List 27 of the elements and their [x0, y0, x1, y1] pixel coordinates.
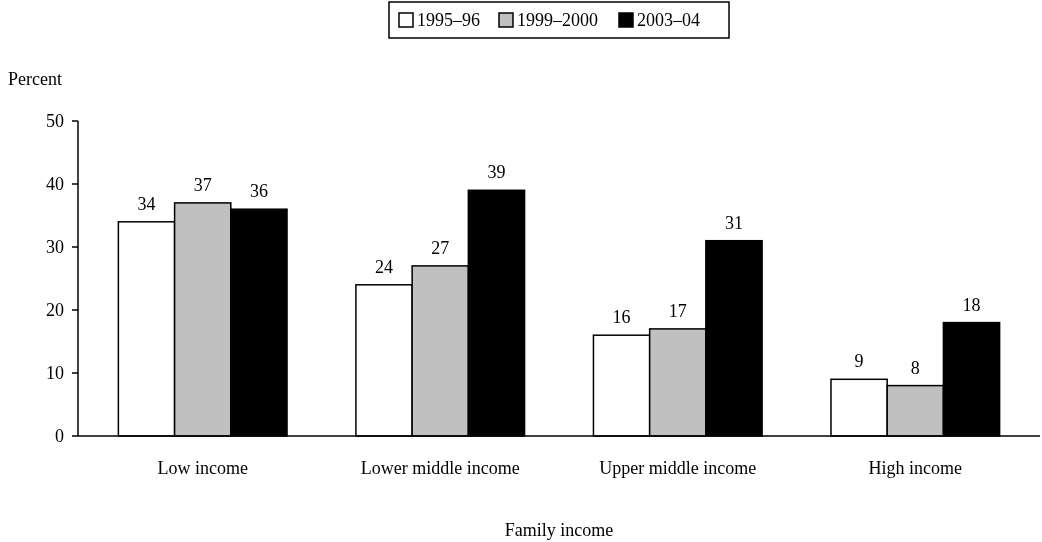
x-tick-label: Upper middle income: [599, 458, 757, 478]
x-tick-label: Low income: [157, 458, 248, 478]
data-label: 9: [854, 351, 864, 372]
legend-label: 1995–96: [417, 10, 480, 31]
data-label: 31: [724, 212, 743, 233]
y-tick-label: 20: [46, 300, 64, 321]
x-axis-title: Family income: [504, 520, 614, 540]
data-label: 34: [137, 193, 156, 214]
data-label: 24: [375, 256, 394, 277]
y-tick-label: 50: [46, 111, 64, 132]
data-label: 39: [487, 162, 506, 183]
y-tick-label: 10: [46, 363, 64, 384]
y-tick-label: 30: [46, 237, 64, 258]
y-axis-title: Percent: [8, 69, 62, 89]
y-tick-label: 0: [55, 426, 64, 447]
data-label: 27: [431, 237, 450, 258]
legend-label: 2003–04: [637, 10, 700, 31]
data-label: 37: [193, 174, 212, 195]
data-label: 36: [249, 181, 268, 202]
data-label: 8: [910, 357, 920, 378]
x-tick-label: Lower middle income: [360, 458, 520, 478]
data-label: 16: [612, 307, 631, 328]
data-label: 17: [668, 300, 687, 321]
x-tick-label: High income: [868, 458, 963, 478]
legend-label: 1999–2000: [517, 10, 598, 31]
data-label: 18: [962, 294, 981, 315]
y-tick-label: 40: [46, 174, 64, 195]
